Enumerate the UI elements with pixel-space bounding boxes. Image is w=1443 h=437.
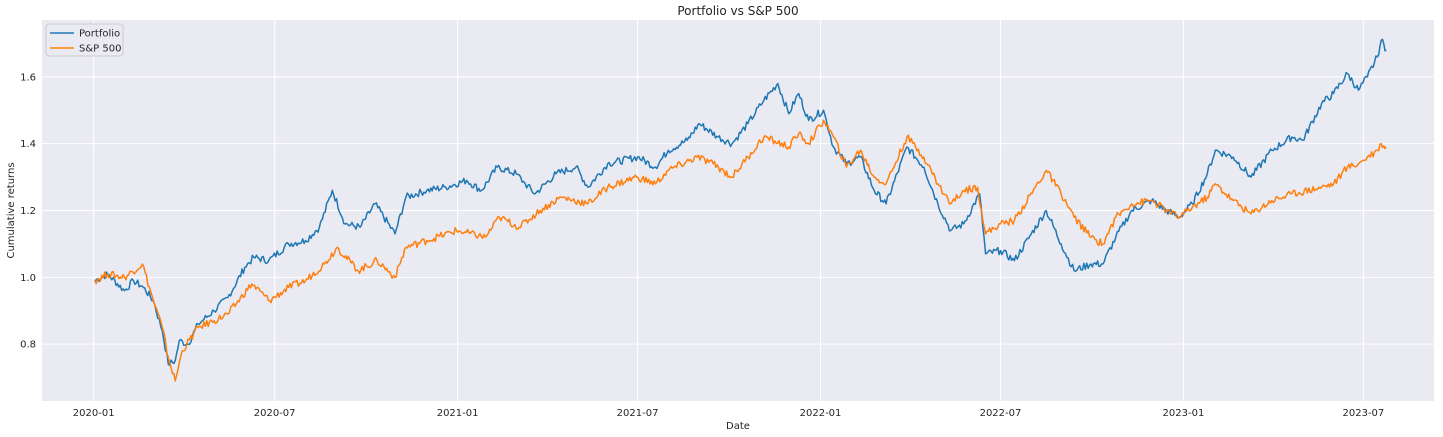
x-tick-label: 2023-07 [1343, 408, 1385, 419]
chart-title: Portfolio vs S&P 500 [677, 4, 798, 18]
x-tick-label: 2022-01 [800, 408, 842, 419]
x-tick-label: 2020-01 [73, 408, 115, 419]
y-axis-title: Cumulative returns [6, 162, 17, 258]
y-tick-label: 0.8 [20, 340, 36, 351]
grid-lines [42, 20, 1434, 401]
y-tick-label: 1.0 [20, 273, 36, 284]
x-tick-label: 2023-01 [1163, 408, 1205, 419]
legend: Portfolio S&P 500 [45, 23, 124, 57]
series-lines [94, 38, 1387, 382]
x-axis-ticks: 2020-01 2020-07 2021-01 2021-07 2022-01 2022-… [73, 408, 1384, 419]
y-axis-ticks: 0.8 1.0 1.2 1.4 1.6 [20, 72, 36, 350]
legend-label-sp500: S&P 500 [79, 44, 121, 55]
x-tick-label: 2021-07 [617, 408, 659, 419]
x-tick-label: 2021-01 [437, 408, 479, 419]
y-tick-label: 1.4 [20, 139, 36, 150]
x-tick-label: 2022-07 [980, 408, 1022, 419]
series-line-sp500 [94, 119, 1387, 382]
legend-label-portfolio: Portfolio [79, 29, 120, 40]
x-tick-label: 2020-07 [254, 408, 296, 419]
y-tick-label: 1.2 [20, 206, 36, 217]
y-tick-label: 1.6 [20, 72, 36, 83]
x-axis-title: Date [726, 421, 750, 432]
